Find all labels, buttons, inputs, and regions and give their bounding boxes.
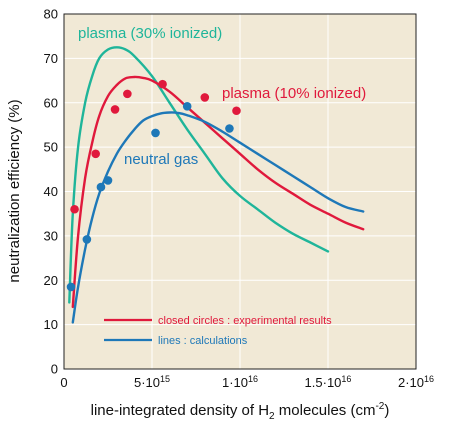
data-point xyxy=(182,102,192,111)
data-point xyxy=(110,105,120,114)
experimental-points xyxy=(66,79,241,292)
data-point xyxy=(82,235,92,244)
x-axis-title: line-integrated density of H2 molecules … xyxy=(91,401,390,422)
y-axis-title: neutralization efficiency (%) xyxy=(6,99,23,282)
x-axis-title-b: molecules (cm xyxy=(275,402,376,419)
series-lines xyxy=(68,46,365,324)
label-neutral-gas: neutral gas xyxy=(124,151,198,168)
y-axis-ticks: 0 10 20 30 40 50 60 70 80 xyxy=(44,7,58,377)
x-tick-label: 2·1016 xyxy=(398,374,434,390)
x-tick-mantissa: 5·10 xyxy=(134,375,160,390)
data-point xyxy=(158,79,167,89)
y-tick-label: 50 xyxy=(44,140,58,155)
data-point xyxy=(200,93,210,102)
y-tick-label: 20 xyxy=(44,273,58,288)
y-tick-label: 80 xyxy=(44,7,58,22)
data-point xyxy=(151,128,160,138)
data-point xyxy=(232,106,241,116)
x-axis-title-sub: 2 xyxy=(269,411,275,422)
y-tick-label: 40 xyxy=(44,184,58,199)
x-axis-ticks: 0 5·1015 1·1016 1.5·1016 2·1016 xyxy=(60,374,434,390)
x-axis-title-sup: -2 xyxy=(375,401,384,412)
x-tick-exponent: 16 xyxy=(424,374,434,384)
data-point xyxy=(225,124,234,133)
x-axis-title-a: line-integrated density of H xyxy=(91,402,269,419)
grid-lines xyxy=(64,14,416,369)
plot-frame xyxy=(63,13,417,370)
data-point xyxy=(91,149,100,159)
x-tick-exponent: 16 xyxy=(248,374,258,384)
data-point xyxy=(123,89,132,99)
legend-text-experimental: closed circles : experimental results xyxy=(158,315,332,327)
x-tick-label: 5·1015 xyxy=(134,374,170,390)
y-tick-label: 10 xyxy=(44,317,58,332)
y-tick-label: 30 xyxy=(44,228,58,243)
x-tick-exponent: 15 xyxy=(160,374,170,384)
y-tick-label: 60 xyxy=(44,95,58,110)
series-line-2 xyxy=(71,111,365,324)
x-tick-mantissa: 2·10 xyxy=(398,375,424,390)
y-tick-label: 70 xyxy=(44,51,58,66)
x-tick-mantissa: 1.5·10 xyxy=(305,375,342,390)
x-tick-exponent: 16 xyxy=(341,374,351,384)
series-line-1 xyxy=(71,75,365,309)
data-point xyxy=(103,176,113,185)
data-point xyxy=(96,182,106,192)
data-point xyxy=(70,204,79,214)
x-tick-label: 1·1016 xyxy=(222,374,258,390)
x-tick-label: 1.5·1016 xyxy=(305,374,352,390)
label-plasma-10: plasma (10% ionized) xyxy=(222,85,366,102)
data-point xyxy=(66,282,76,292)
x-tick-label: 0 xyxy=(60,375,67,390)
legend-text-calculations: lines : calculations xyxy=(158,335,248,347)
series-line-0 xyxy=(68,46,330,304)
legend: closed circles : experimental results li… xyxy=(104,315,332,347)
x-tick-mantissa: 1·10 xyxy=(222,375,248,390)
label-plasma-30: plasma (30% ionized) xyxy=(78,25,222,42)
x-axis-title-c: ) xyxy=(384,402,389,419)
y-tick-label: 0 xyxy=(51,362,58,377)
